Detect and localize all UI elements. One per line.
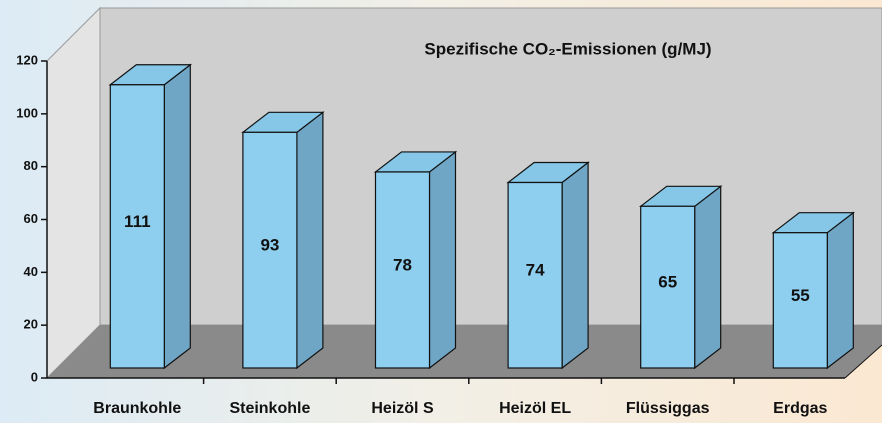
y-tick-label: 120 [16, 52, 38, 67]
x-tick-label: Steinkohle [229, 400, 310, 417]
bar [507, 181, 563, 369]
value-label: 55 [791, 286, 810, 305]
bar [109, 84, 165, 369]
bar [640, 205, 696, 369]
floor-edge [844, 344, 882, 379]
y-tick-label: 20 [24, 317, 38, 332]
x-tick-label: Braunkohle [93, 400, 181, 417]
x-tick-label: Flüssiggas [626, 400, 710, 417]
y-tick-label: 0 [31, 369, 38, 384]
value-label: 65 [658, 273, 677, 292]
y-tick-label: 60 [24, 211, 38, 226]
bar [374, 171, 431, 369]
y-tick-label: 80 [24, 158, 38, 173]
value-label: 93 [260, 236, 279, 255]
bar-side [826, 211, 854, 370]
value-label: 74 [526, 261, 545, 280]
x-tick-label: Heizöl S [371, 400, 434, 417]
bar-side [694, 185, 722, 370]
x-tick-label: Erdgas [773, 400, 827, 417]
bar-side [296, 111, 324, 370]
bar-side [163, 63, 191, 370]
x-tick-label: Heizöl EL [499, 400, 571, 417]
bar [772, 232, 828, 369]
y-tick-label: 40 [24, 264, 38, 279]
value-label: 78 [393, 255, 412, 274]
side-wall [46, 6, 101, 380]
bar-side [561, 161, 589, 370]
value-label: 111 [124, 212, 151, 231]
chart-title: Spezifische CO₂-Emissionen (g/MJ) [424, 39, 711, 58]
y-tick-label: 100 [16, 105, 38, 120]
bar [242, 131, 298, 369]
bar-side [428, 150, 457, 370]
